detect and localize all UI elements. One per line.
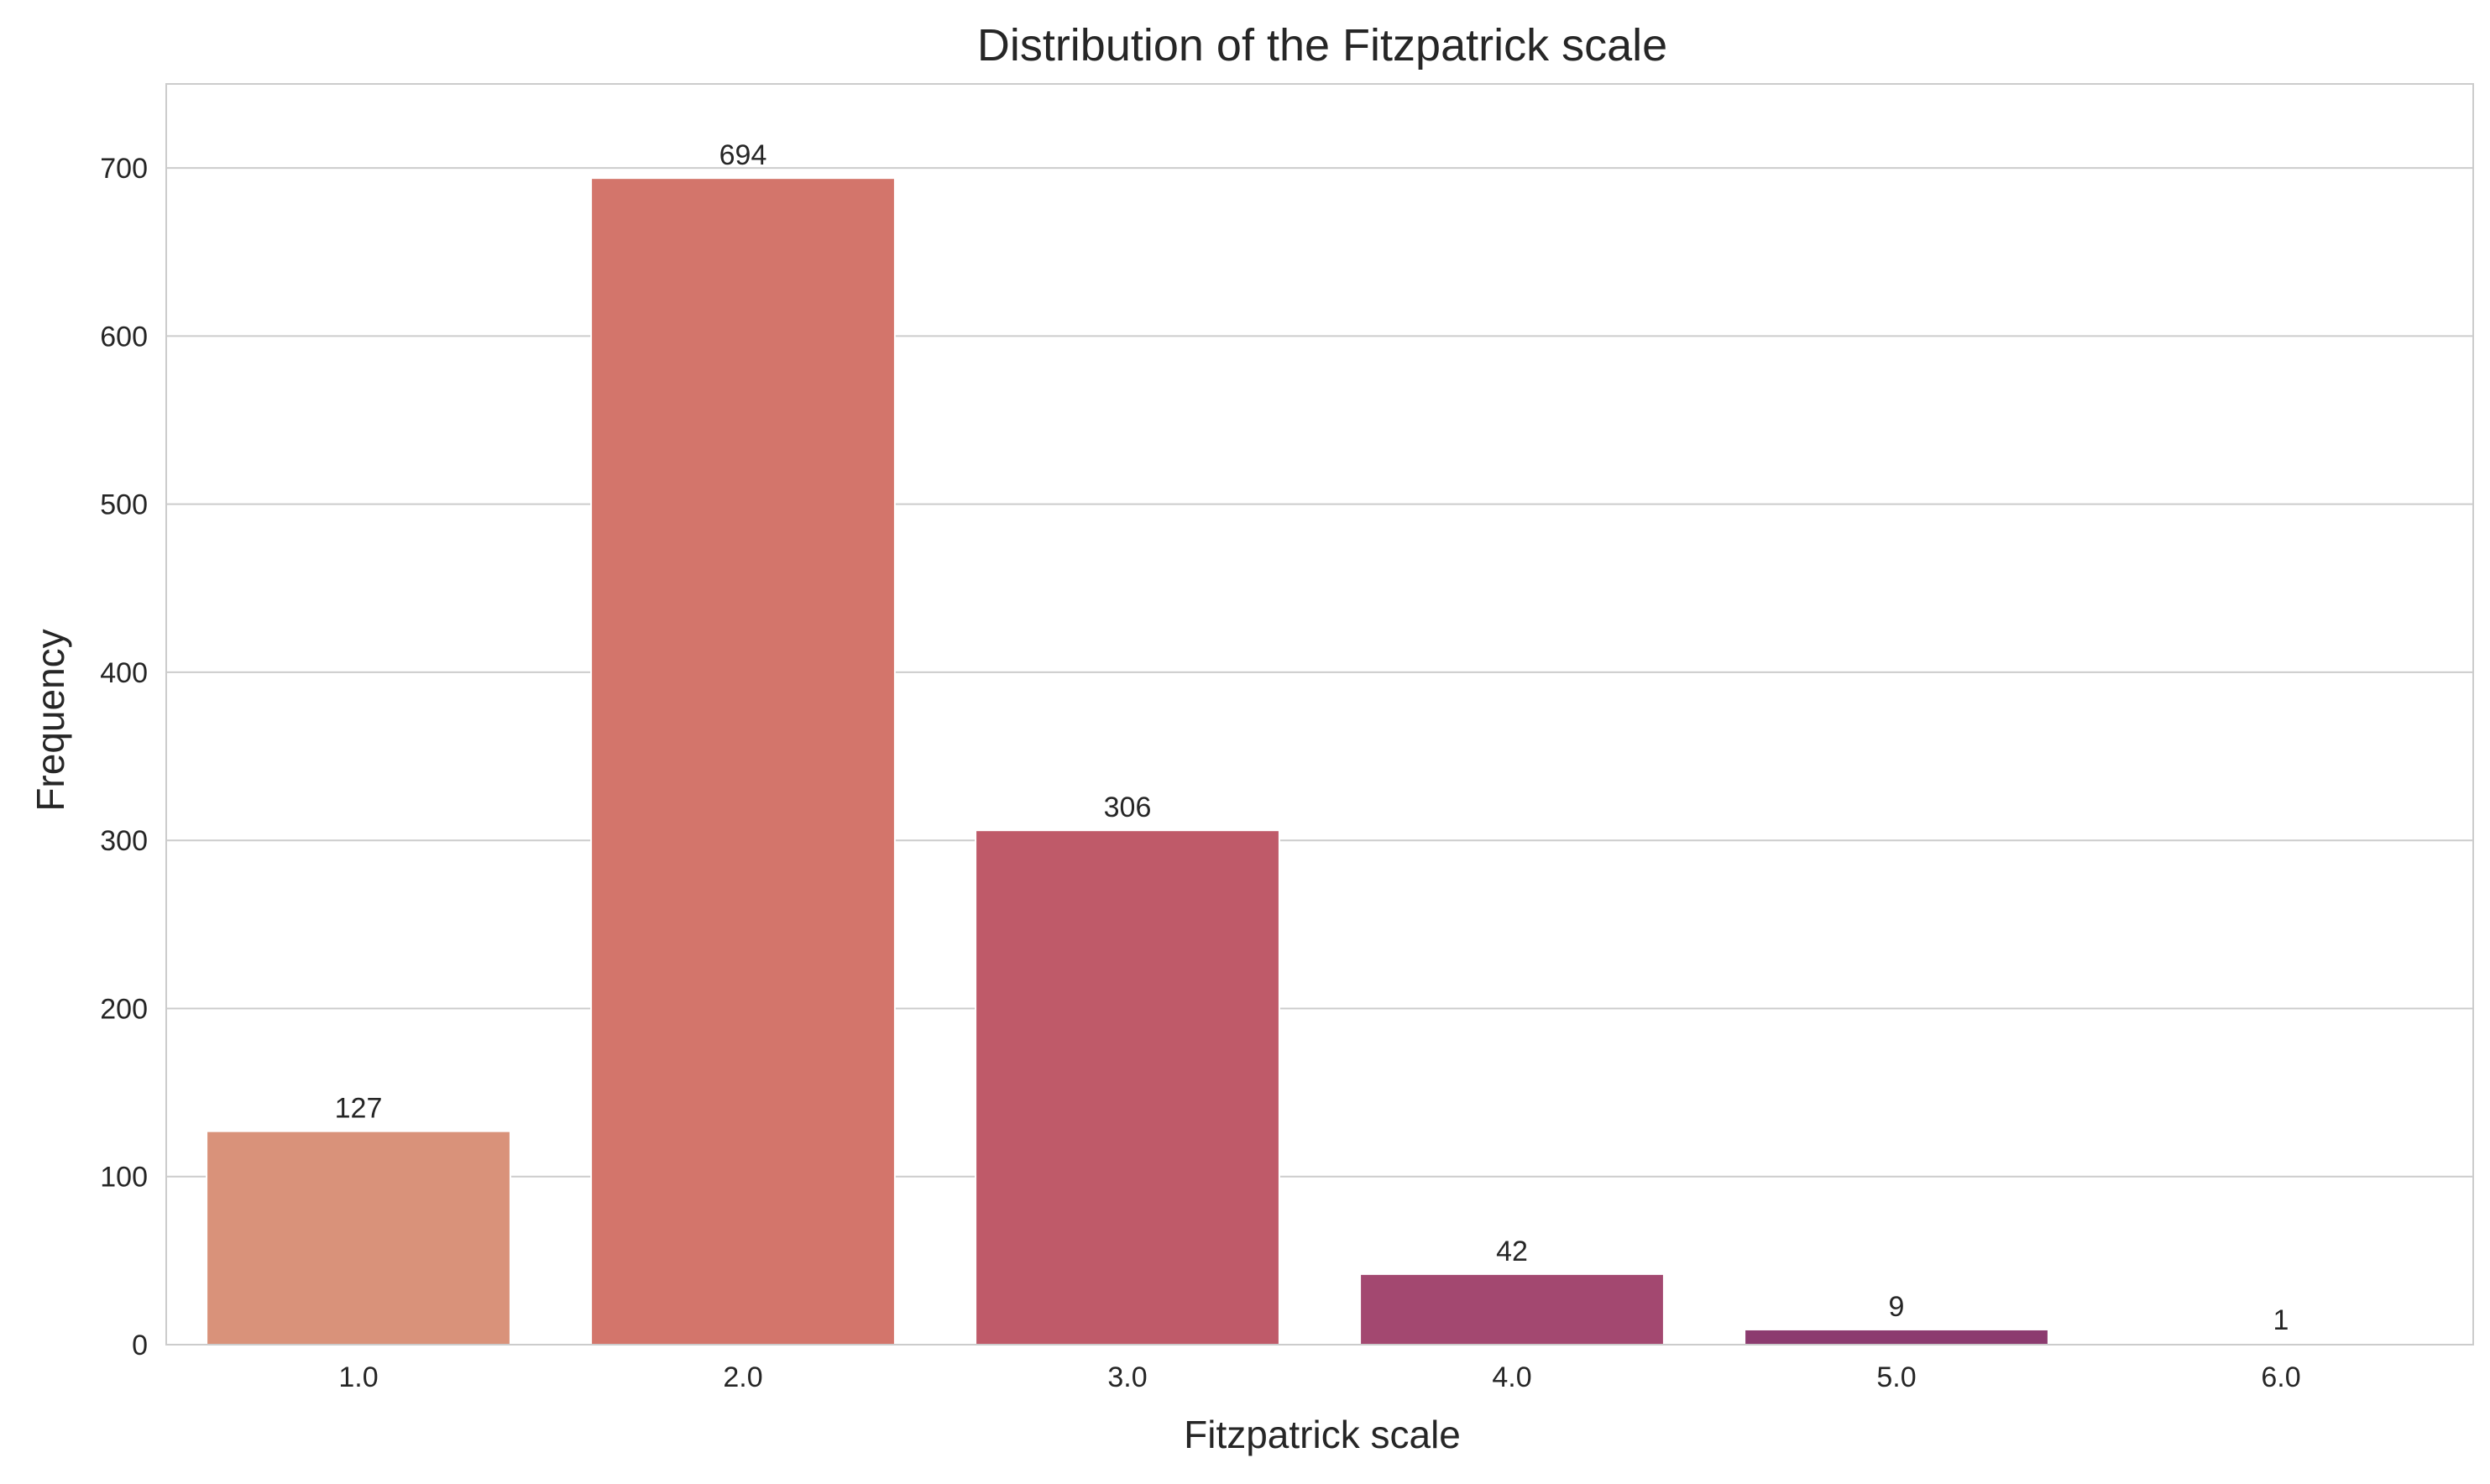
bar-value-label: 1 [2273, 1304, 2289, 1336]
x-tick-label: 1.0 [338, 1361, 378, 1393]
x-tick-label: 2.0 [723, 1361, 762, 1393]
bar [1744, 1328, 2049, 1346]
bar-value-label: 9 [1889, 1291, 1905, 1323]
y-tick-label: 500 [100, 489, 148, 521]
bars [206, 177, 2434, 1346]
bar [1359, 1272, 1665, 1346]
x-tick-label: 4.0 [1492, 1361, 1531, 1393]
bar [206, 1130, 511, 1346]
bar-value-label: 694 [719, 139, 767, 171]
y-tick-label: 400 [100, 657, 148, 689]
y-tick-label: 200 [100, 993, 148, 1025]
y-tick-label: 100 [100, 1162, 148, 1194]
y-axis-ticks: 0 100 200 300 400 500 600 700 [100, 153, 148, 1361]
bar-value-label: 306 [1104, 792, 1152, 823]
plot-frame [165, 83, 2474, 1346]
y-axis-label: Frequency [29, 629, 72, 811]
x-tick-label: 5.0 [1876, 1361, 1916, 1393]
bar-value-labels: 127 694 306 42 9 1 [335, 139, 2289, 1336]
x-axis-ticks: 1.0 2.0 3.0 4.0 5.0 6.0 [338, 1361, 2300, 1393]
y-tick-label: 300 [100, 825, 148, 857]
x-tick-label: 6.0 [2261, 1361, 2300, 1393]
y-tick-label: 600 [100, 321, 148, 353]
bar [590, 177, 896, 1346]
bar-value-label: 127 [335, 1093, 383, 1125]
x-tick-label: 3.0 [1107, 1361, 1147, 1393]
bar-value-label: 42 [1496, 1236, 1528, 1267]
plot-area-border [165, 83, 2474, 1346]
chart-title: Distribution of the Fitzpatrick scale [977, 20, 1667, 71]
bar [975, 829, 1280, 1346]
y-tick-label: 700 [100, 153, 148, 185]
y-tick-label: 0 [132, 1330, 148, 1361]
x-axis-label: Fitzpatrick scale [1184, 1413, 1461, 1456]
